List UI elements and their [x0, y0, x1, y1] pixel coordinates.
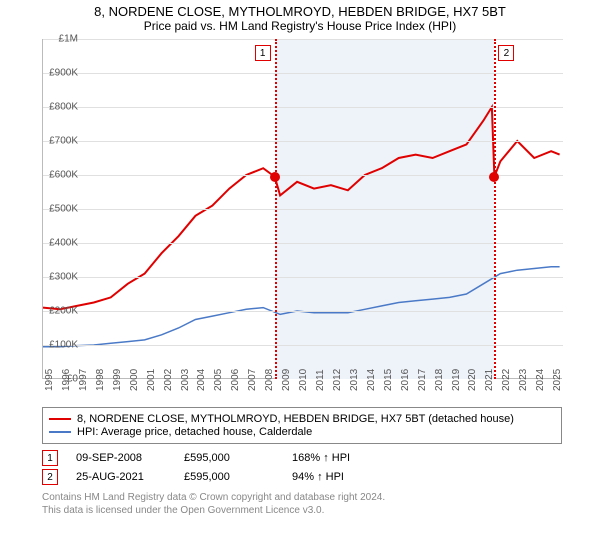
chart-container: 8, NORDENE CLOSE, MYTHOLMROYD, HEBDEN BR… — [0, 0, 600, 521]
legend-item: HPI: Average price, detached house, Cald… — [49, 426, 555, 438]
y-tick-label: £600K — [49, 170, 78, 181]
gridline — [43, 209, 563, 210]
marker-dot — [270, 172, 280, 182]
gridline — [43, 243, 563, 244]
gridline — [43, 345, 563, 346]
y-tick-label: £1M — [59, 34, 78, 45]
x-tick-label: 1999 — [112, 369, 123, 391]
x-tick-label: 2019 — [451, 369, 462, 391]
x-tick-label: 2002 — [163, 369, 174, 391]
x-tick-label: 2015 — [383, 369, 394, 391]
transaction-row: 1 09-SEP-2008 £595,000 168% ↑ HPI — [42, 450, 562, 466]
transaction-marker: 2 — [42, 469, 58, 485]
y-tick-label: £300K — [49, 272, 78, 283]
y-tick-label: £500K — [49, 204, 78, 215]
legend-swatch — [49, 431, 71, 433]
gridline — [43, 39, 563, 40]
y-tick-label: £800K — [49, 102, 78, 113]
x-tick-label: 1998 — [95, 369, 106, 391]
x-tick-label: 2009 — [281, 369, 292, 391]
gridline — [43, 311, 563, 312]
legend-swatch — [49, 418, 71, 420]
transaction-pct: 168% ↑ HPI — [292, 452, 382, 464]
x-tick-label: 2025 — [552, 369, 563, 391]
marker-label: 2 — [498, 45, 514, 61]
x-tick-label: 2017 — [417, 369, 428, 391]
transaction-date: 25-AUG-2021 — [76, 471, 166, 483]
x-tick-label: 2001 — [146, 369, 157, 391]
x-tick-label: 2022 — [501, 369, 512, 391]
x-tick-label: 2010 — [298, 369, 309, 391]
x-tick-label: 2006 — [230, 369, 241, 391]
x-tick-label: 1995 — [44, 369, 55, 391]
x-tick-label: 2007 — [247, 369, 258, 391]
x-tick-label: 2004 — [196, 369, 207, 391]
series-hpi — [43, 267, 560, 347]
y-tick-label: £700K — [49, 136, 78, 147]
gridline — [43, 277, 563, 278]
transaction-marker: 1 — [42, 450, 58, 466]
plot: 12 — [42, 39, 562, 379]
x-tick-label: 2024 — [535, 369, 546, 391]
gridline — [43, 175, 563, 176]
transaction-pct: 94% ↑ HPI — [292, 471, 382, 483]
transaction-row: 2 25-AUG-2021 £595,000 94% ↑ HPI — [42, 469, 562, 485]
legend-label: 8, NORDENE CLOSE, MYTHOLMROYD, HEBDEN BR… — [77, 413, 514, 425]
marker-line — [494, 39, 496, 379]
footer: Contains HM Land Registry data © Crown c… — [42, 491, 562, 517]
x-tick-label: 1996 — [61, 369, 72, 391]
footer-line2: This data is licensed under the Open Gov… — [42, 504, 562, 517]
chart-title: 8, NORDENE CLOSE, MYTHOLMROYD, HEBDEN BR… — [8, 4, 592, 19]
transactions-table: 1 09-SEP-2008 £595,000 168% ↑ HPI 2 25-AUG-20… — [42, 450, 562, 485]
x-tick-label: 2008 — [264, 369, 275, 391]
footer-line1: Contains HM Land Registry data © Crown c… — [42, 491, 562, 504]
x-tick-label: 2005 — [213, 369, 224, 391]
y-tick-label: £100K — [49, 340, 78, 351]
x-tick-label: 2023 — [518, 369, 529, 391]
legend-label: HPI: Average price, detached house, Cald… — [77, 426, 312, 438]
x-tick-label: 2011 — [315, 369, 326, 391]
x-tick-label: 2016 — [400, 369, 411, 391]
y-tick-label: £400K — [49, 238, 78, 249]
transaction-date: 09-SEP-2008 — [76, 452, 166, 464]
x-tick-label: 1997 — [78, 369, 89, 391]
marker-label: 1 — [255, 45, 271, 61]
legend: 8, NORDENE CLOSE, MYTHOLMROYD, HEBDEN BR… — [42, 407, 562, 444]
marker-dot — [489, 172, 499, 182]
gridline — [43, 141, 563, 142]
x-tick-label: 2021 — [484, 369, 495, 391]
transaction-price: £595,000 — [184, 452, 274, 464]
gridline — [43, 107, 563, 108]
legend-item: 8, NORDENE CLOSE, MYTHOLMROYD, HEBDEN BR… — [49, 413, 555, 425]
x-tick-label: 2003 — [180, 369, 191, 391]
marker-line — [275, 39, 277, 379]
y-tick-label: £200K — [49, 306, 78, 317]
x-tick-label: 2018 — [434, 369, 445, 391]
x-tick-label: 2020 — [467, 369, 478, 391]
chart-subtitle: Price paid vs. HM Land Registry's House … — [8, 19, 592, 33]
chart-area: 12 £0£100K£200K£300K£400K£500K£600K£700K… — [42, 39, 600, 399]
gridline — [43, 73, 563, 74]
transaction-price: £595,000 — [184, 471, 274, 483]
x-tick-label: 2013 — [349, 369, 360, 391]
x-tick-label: 2000 — [129, 369, 140, 391]
x-tick-label: 2012 — [332, 369, 343, 391]
y-tick-label: £900K — [49, 68, 78, 79]
x-tick-label: 2014 — [366, 369, 377, 391]
